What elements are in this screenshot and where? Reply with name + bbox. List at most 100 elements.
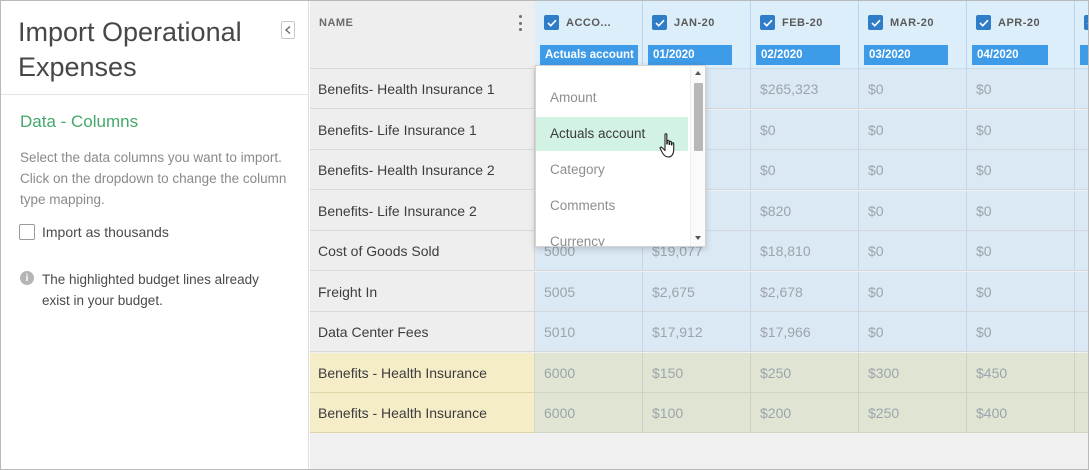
row-value-cell: [1075, 190, 1088, 231]
section-title: Data - Columns: [20, 112, 139, 131]
column-label: FEB-20: [782, 17, 823, 29]
column-checkbox[interactable]: [976, 15, 991, 30]
column-checkbox[interactable]: [760, 15, 775, 30]
column-label: JAN-20: [674, 17, 715, 29]
row-value-cell: [1075, 150, 1088, 190]
hand-pointer-icon: [659, 133, 675, 158]
info-icon: i: [20, 271, 34, 285]
dropdown-option[interactable]: Actuals account: [536, 117, 688, 151]
chevron-left-icon: [285, 26, 291, 34]
row-value-cell: 6000: [535, 393, 643, 433]
check-icon: [654, 19, 665, 27]
dropdown-scrollbar[interactable]: [690, 66, 705, 246]
row-value-cell: $0: [967, 109, 1075, 150]
row-value-cell: $400: [967, 393, 1075, 433]
row-value-cell: $250: [751, 352, 859, 393]
column-label: APR-20: [998, 17, 1041, 29]
column-checkbox[interactable]: [868, 15, 883, 30]
import-thousands-option[interactable]: Import as thousands: [19, 224, 169, 240]
check-icon: [870, 19, 881, 27]
collapse-panel-button[interactable]: [281, 21, 295, 39]
check-icon: [978, 19, 989, 27]
section-description: Select the data columns you want to impo…: [20, 150, 287, 207]
row-value-cell: [1075, 231, 1088, 271]
row-name-cell: Benefits- Life Insurance 2: [310, 190, 535, 231]
import-thousands-checkbox[interactable]: [19, 224, 35, 240]
dropdown-option[interactable]: Currency: [550, 234, 605, 247]
scroll-up-icon[interactable]: [695, 71, 701, 75]
row-value-cell: $200: [751, 393, 859, 433]
column-checkbox[interactable]: [544, 15, 559, 30]
row-name-cell: Benefits- Health Insurance 1: [310, 69, 535, 109]
row-value-cell: [1075, 69, 1088, 109]
name-column-label: NAME: [319, 17, 354, 29]
row-value-cell: $17,912: [643, 312, 751, 352]
column-header[interactable]: MAR-20 03/2020: [859, 1, 967, 69]
column-type-tag[interactable]: [1080, 45, 1088, 65]
column-type-tag[interactable]: 01/2020: [648, 45, 732, 65]
row-value-cell: [1075, 352, 1088, 393]
row-value-cell: $2,678: [751, 271, 859, 312]
row-value-cell: 5010: [535, 312, 643, 352]
row-value-cell: $0: [751, 150, 859, 190]
row-name-cell: Benefits - Health Insurance: [310, 352, 535, 393]
row-value-cell: [1075, 312, 1088, 352]
dropdown-option[interactable]: Amount: [550, 90, 597, 105]
row-value-cell: [1075, 271, 1088, 312]
column-type-dropdown[interactable]: Amount Actuals account Category Comments Cur…: [535, 65, 706, 247]
row-value-cell: $0: [967, 190, 1075, 231]
column-header[interactable]: FEB-20 02/2020: [751, 1, 859, 69]
row-value-cell: [1075, 109, 1088, 150]
row-value-cell: 5005: [535, 271, 643, 312]
row-name-cell: Freight In: [310, 271, 535, 312]
row-value-cell: $0: [859, 312, 967, 352]
row-value-cell: $820: [751, 190, 859, 231]
row-value-cell: $100: [643, 393, 751, 433]
row-value-cell: $0: [859, 271, 967, 312]
column-label: MAR-20: [890, 17, 934, 29]
row-value-cell: $265,323: [751, 69, 859, 109]
row-name-cell: Benefits - Health Insurance: [310, 393, 535, 433]
row-value-cell: $450: [967, 352, 1075, 393]
row-value-cell: $150: [643, 352, 751, 393]
row-value-cell: $0: [967, 231, 1075, 271]
column-header[interactable]: [1075, 1, 1088, 69]
import-thousands-label[interactable]: Import as thousands: [42, 224, 169, 240]
row-value-cell: $0: [859, 69, 967, 109]
import-side-panel: Import Operational Expenses Data - Colum…: [1, 1, 309, 469]
info-note: i The highlighted budget lines already e…: [20, 269, 282, 311]
column-menu-icon[interactable]: [519, 15, 523, 31]
row-value-cell: $0: [967, 271, 1075, 312]
column-header[interactable]: JAN-20 01/2020: [643, 1, 751, 69]
scroll-down-icon[interactable]: [695, 236, 701, 240]
row-name-cell: Data Center Fees: [310, 312, 535, 352]
panel-divider: [1, 94, 309, 95]
column-type-tag[interactable]: Actuals account: [540, 45, 638, 65]
row-value-cell: $0: [859, 190, 967, 231]
grid-empty-area: [310, 433, 535, 469]
row-name-cell: Benefits- Life Insurance 1: [310, 109, 535, 150]
dropdown-option[interactable]: Category: [550, 162, 605, 177]
row-value-cell: [1075, 393, 1088, 433]
page-title: Import Operational Expenses: [18, 17, 242, 82]
column-header[interactable]: ACCO... Actuals account: [535, 1, 643, 69]
row-value-cell: $0: [967, 312, 1075, 352]
dropdown-option[interactable]: Comments: [550, 198, 616, 213]
row-value-cell: $0: [859, 231, 967, 271]
column-type-tag[interactable]: 04/2020: [972, 45, 1048, 65]
column-header[interactable]: APR-20 04/2020: [967, 1, 1075, 69]
row-value-cell: 6000: [535, 352, 643, 393]
column-type-tag[interactable]: 02/2020: [756, 45, 840, 65]
info-text: The highlighted budget lines already exi…: [42, 272, 259, 308]
row-value-cell: $2,675: [643, 271, 751, 312]
column-type-tag[interactable]: 03/2020: [864, 45, 948, 65]
row-value-cell: $18,810: [751, 231, 859, 271]
column-checkbox[interactable]: [1084, 15, 1088, 30]
row-value-cell: $250: [859, 393, 967, 433]
row-name-cell: Cost of Goods Sold: [310, 231, 535, 271]
row-value-cell: $0: [859, 150, 967, 190]
column-checkbox[interactable]: [652, 15, 667, 30]
row-value-cell: $0: [751, 109, 859, 150]
scroll-thumb[interactable]: [694, 83, 703, 151]
